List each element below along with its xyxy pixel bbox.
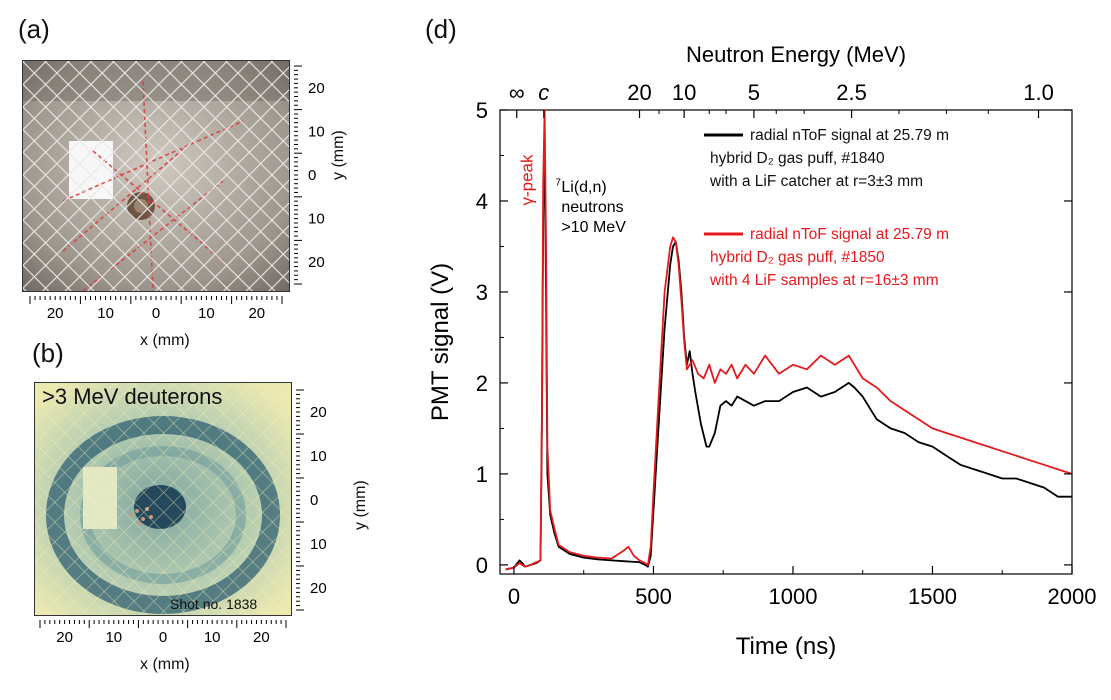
top-tick-label: ∞ bbox=[509, 80, 525, 105]
y-tick-label: 10 bbox=[310, 536, 327, 553]
panel-d-label: (d) bbox=[425, 14, 457, 44]
deuteron-map-graphic bbox=[35, 383, 291, 615]
x-tick-label: 20 bbox=[56, 629, 73, 646]
panel-b-image bbox=[34, 382, 292, 616]
top-tick-label: 10 bbox=[672, 80, 696, 105]
x-tick-label: 10 bbox=[105, 629, 122, 646]
x-tick-label: 20 bbox=[253, 629, 270, 646]
shot-number-label: Shot no. 1838 bbox=[170, 596, 258, 612]
x-tick-label: 0 bbox=[159, 629, 167, 646]
panel-b-x-ticks: 20 10 0 10 20 bbox=[39, 620, 287, 646]
panel-a-axes: 20 10 0 10 20 20 10 0 10 20 20 10 0 10 20 20 10 0 10 20 bbox=[29, 65, 327, 646]
panel-a-x-label: x (mm) bbox=[140, 332, 190, 349]
panel-b-label: (b) bbox=[32, 338, 64, 368]
panel-a-x-ticks: 20 10 0 10 20 bbox=[29, 296, 283, 322]
x-tick-label: 20 bbox=[248, 305, 265, 322]
top-tick-label: 1.0 bbox=[1023, 80, 1054, 105]
legend-text: hybrid D₂ gas puff, #1850 bbox=[710, 249, 885, 266]
y-tick-label: 20 bbox=[310, 404, 327, 421]
legend-text: hybrid D₂ gas puff, #1840 bbox=[710, 150, 885, 167]
top-axis-label: Neutron Energy (MeV) bbox=[686, 42, 906, 67]
legend-text: with a LiF catcher at r=3±3 mm bbox=[709, 173, 923, 190]
legend-text: radial nToF signal at 25.79 m bbox=[750, 226, 949, 243]
x-tick-label: 0 bbox=[508, 584, 520, 609]
y-tick-label: 2 bbox=[476, 371, 488, 396]
y-tick-label: 5 bbox=[476, 98, 488, 123]
y-tick-label: 0 bbox=[310, 492, 318, 509]
y-tick-label: 10 bbox=[308, 211, 325, 228]
x-tick-label: 500 bbox=[635, 584, 672, 609]
y-tick-label: 10 bbox=[308, 123, 325, 140]
y-tick-label: 10 bbox=[310, 448, 327, 465]
y-tick-label: 0 bbox=[476, 553, 488, 578]
y-tick-label: 20 bbox=[308, 80, 325, 97]
x-tick-label: 20 bbox=[47, 305, 64, 322]
series-line bbox=[505, 109, 1073, 571]
li-label-line2: neutrons bbox=[561, 199, 623, 216]
top-tick-label: 2.5 bbox=[836, 80, 867, 105]
panel-b-title: >3 MeV deuterons bbox=[42, 384, 223, 409]
panel-a-photo bbox=[22, 60, 290, 292]
panel-a-label: (a) bbox=[18, 14, 50, 44]
x-tick-label: 1500 bbox=[908, 584, 957, 609]
panel-a-y-ticks: 20 10 0 10 20 bbox=[294, 65, 325, 285]
li-label-line3: >10 MeV bbox=[561, 219, 626, 236]
x-axis-label: Time (ns) bbox=[736, 633, 836, 660]
top-tick-label: c bbox=[538, 80, 549, 105]
y-tick-label: 20 bbox=[308, 254, 325, 271]
li-neutron-annotation: 7 Li(d,n) neutrons >10 MeV bbox=[555, 178, 626, 236]
gamma-peak-annotation: γ-peak bbox=[517, 154, 536, 206]
x-tick-label: 10 bbox=[204, 629, 221, 646]
y-tick-label: 3 bbox=[476, 280, 488, 305]
y-tick-label: 1 bbox=[476, 462, 488, 487]
y-tick-label: 4 bbox=[476, 189, 488, 214]
y-axis-label: PMT signal (V) bbox=[427, 263, 454, 421]
legend-text: with 4 LiF samples at r=16±3 mm bbox=[709, 272, 939, 289]
y-tick-label: 0 bbox=[308, 167, 316, 184]
x-tick-label: 0 bbox=[152, 305, 160, 322]
plot-frame bbox=[499, 109, 1073, 575]
series-layer bbox=[505, 109, 1073, 571]
panel-b-x-label: x (mm) bbox=[140, 656, 190, 673]
x-tick-label: 2000 bbox=[1048, 584, 1097, 609]
top-tick-label: 5 bbox=[748, 80, 760, 105]
li-label-superscript: 7 bbox=[555, 178, 561, 189]
top-energy-ticks: ∞ c 20 10 5 2.5 1.0 bbox=[509, 80, 1054, 118]
top-tick-label: 20 bbox=[627, 80, 651, 105]
x-ticks: 0 500 1000 1500 2000 bbox=[508, 566, 1097, 609]
mesh-photo-graphic bbox=[23, 61, 289, 291]
y-ticks: 0 1 2 3 4 5 bbox=[476, 98, 1072, 578]
x-tick-label: 10 bbox=[198, 305, 215, 322]
li-label-line1: Li(d,n) bbox=[561, 179, 606, 196]
y-tick-label: 20 bbox=[310, 580, 327, 597]
x-tick-label: 1000 bbox=[768, 584, 817, 609]
x-tick-label: 10 bbox=[97, 305, 114, 322]
legend-text: radial nToF signal at 25.79 m bbox=[750, 127, 949, 144]
legend: radial nToF signal at 25.79 m hybrid D₂ g… bbox=[704, 127, 949, 289]
panel-b-y-ticks: 20 10 0 10 20 bbox=[296, 389, 327, 611]
